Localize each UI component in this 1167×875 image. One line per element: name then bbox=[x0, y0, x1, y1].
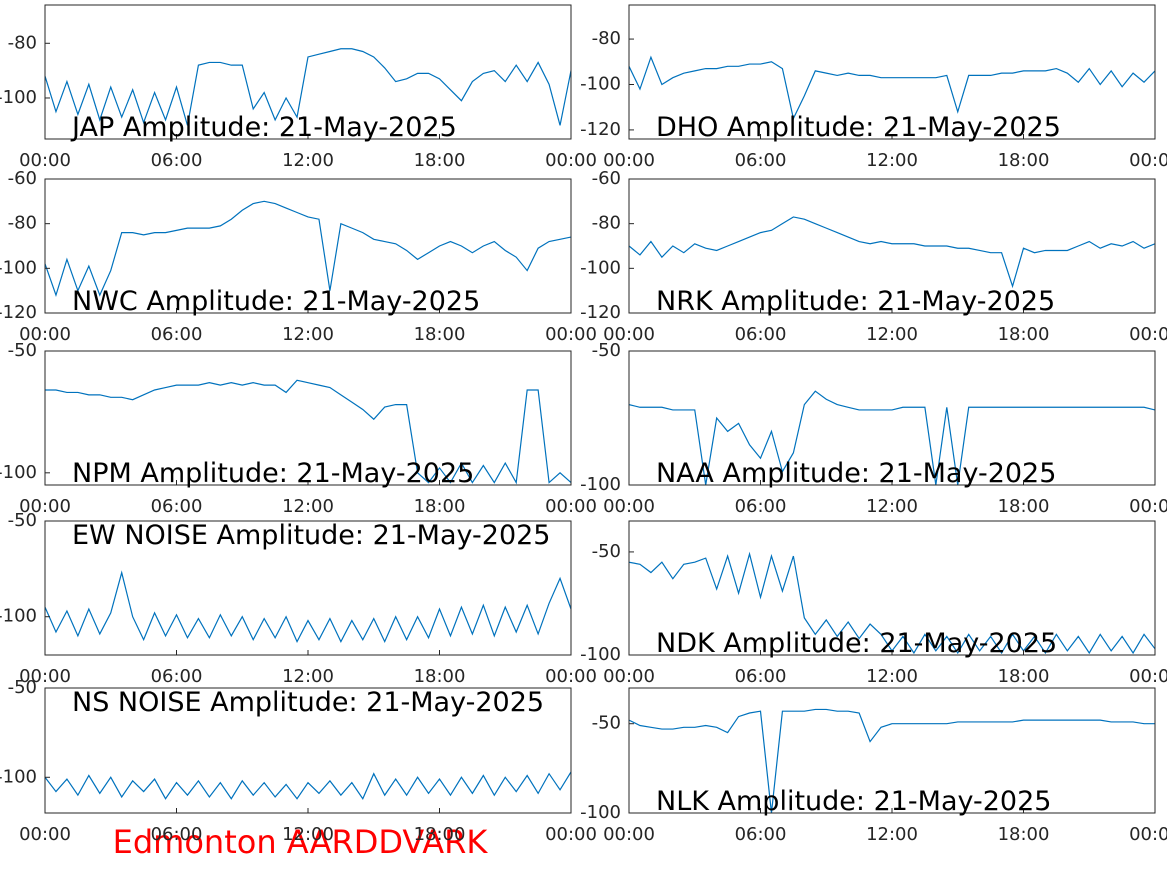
data-line bbox=[629, 55, 1155, 121]
y-tick-label: -50 bbox=[8, 510, 37, 531]
y-tick-label: -60 bbox=[8, 168, 37, 189]
x-tick-label: 12:00 bbox=[282, 666, 334, 687]
panel-title: NWC Amplitude: 21-May-2025 bbox=[72, 286, 480, 317]
data-line bbox=[45, 771, 571, 800]
x-tick-label: 00:00 bbox=[19, 324, 71, 345]
y-tick-label: -50 bbox=[8, 677, 37, 698]
y-tick-label: -100 bbox=[0, 766, 37, 787]
x-tick-label: 06:00 bbox=[151, 324, 203, 345]
y-tick-label: -100 bbox=[0, 257, 37, 278]
data-line bbox=[629, 216, 1155, 289]
y-tick-label: -100 bbox=[0, 87, 37, 108]
x-tick-label: 06:00 bbox=[735, 324, 787, 345]
panel-title: NRK Amplitude: 21-May-2025 bbox=[656, 286, 1055, 317]
x-tick-label: 12:00 bbox=[866, 324, 918, 345]
x-tick-label: 12:00 bbox=[866, 496, 918, 517]
x-tick-label: 06:00 bbox=[735, 666, 787, 687]
x-tick-label: 06:00 bbox=[151, 666, 203, 687]
data-line bbox=[629, 390, 1155, 485]
panel-title: NDK Amplitude: 21-May-2025 bbox=[656, 628, 1057, 659]
x-tick-label: 18:00 bbox=[998, 150, 1050, 171]
y-tick-label: -80 bbox=[592, 213, 621, 234]
x-tick-label: 06:00 bbox=[735, 150, 787, 171]
x-tick-label: 00:00 bbox=[545, 824, 597, 845]
x-tick-label: 00:00 bbox=[545, 324, 597, 345]
x-tick-label: 18:00 bbox=[998, 324, 1050, 345]
y-tick-label: -100 bbox=[580, 644, 621, 665]
x-tick-label: 00:00 bbox=[19, 150, 71, 171]
y-tick-label: -80 bbox=[8, 32, 37, 53]
x-tick-label: 00:00 bbox=[19, 666, 71, 687]
x-tick-label: 06:00 bbox=[151, 496, 203, 517]
y-tick-label: -80 bbox=[8, 213, 37, 234]
x-tick-label: 18:00 bbox=[414, 496, 466, 517]
y-tick-label: -50 bbox=[8, 340, 37, 361]
data-line bbox=[45, 379, 571, 485]
x-tick-label: 00:00 bbox=[545, 666, 597, 687]
y-tick-label: -60 bbox=[592, 168, 621, 189]
y-tick-label: -100 bbox=[580, 802, 621, 823]
y-tick-label: -50 bbox=[592, 713, 621, 734]
x-tick-label: 12:00 bbox=[282, 824, 334, 845]
x-tick-label: 18:00 bbox=[998, 824, 1050, 845]
y-tick-label: -120 bbox=[580, 302, 621, 323]
x-tick-label: 00:00 bbox=[1129, 824, 1167, 845]
x-tick-label: 18:00 bbox=[414, 324, 466, 345]
y-tick-label: -100 bbox=[580, 73, 621, 94]
x-tick-label: 18:00 bbox=[414, 150, 466, 171]
data-line bbox=[45, 48, 571, 126]
x-tick-label: 00:00 bbox=[603, 324, 655, 345]
x-tick-label: 00:00 bbox=[19, 824, 71, 845]
x-tick-label: 00:00 bbox=[545, 496, 597, 517]
panel-title: JAP Amplitude: 21-May-2025 bbox=[70, 112, 457, 143]
x-tick-label: 12:00 bbox=[282, 496, 334, 517]
x-tick-label: 00:00 bbox=[1129, 150, 1167, 171]
y-tick-label: -100 bbox=[580, 257, 621, 278]
x-tick-label: 00:00 bbox=[603, 150, 655, 171]
panel-title: DHO Amplitude: 21-May-2025 bbox=[656, 112, 1061, 143]
panel-title: NAA Amplitude: 21-May-2025 bbox=[656, 458, 1056, 489]
panel-title: NPM Amplitude: 21-May-2025 bbox=[72, 458, 474, 489]
panel-title: NLK Amplitude: 21-May-2025 bbox=[656, 786, 1051, 817]
x-tick-label: 00:00 bbox=[1129, 496, 1167, 517]
x-tick-label: 00:00 bbox=[1129, 666, 1167, 687]
x-tick-label: 00:00 bbox=[603, 824, 655, 845]
x-tick-label: 18:00 bbox=[998, 496, 1050, 517]
x-tick-label: 12:00 bbox=[866, 824, 918, 845]
y-tick-label: -120 bbox=[0, 302, 37, 323]
x-tick-label: 06:00 bbox=[735, 496, 787, 517]
x-tick-label: 00:00 bbox=[603, 496, 655, 517]
data-line bbox=[45, 570, 571, 644]
x-tick-label: 00:00 bbox=[19, 496, 71, 517]
y-tick-label: -120 bbox=[580, 119, 621, 140]
y-tick-label: -100 bbox=[0, 462, 37, 483]
x-tick-label: 12:00 bbox=[866, 666, 918, 687]
y-tick-label: -50 bbox=[592, 340, 621, 361]
x-tick-label: 06:00 bbox=[735, 824, 787, 845]
x-tick-label: 18:00 bbox=[414, 666, 466, 687]
x-tick-label: 06:00 bbox=[151, 150, 203, 171]
x-tick-label: 18:00 bbox=[414, 824, 466, 845]
x-tick-label: 00:00 bbox=[603, 666, 655, 687]
x-tick-label: 12:00 bbox=[866, 150, 918, 171]
x-tick-label: 18:00 bbox=[998, 666, 1050, 687]
y-tick-label: -100 bbox=[0, 606, 37, 627]
x-tick-label: 12:00 bbox=[282, 324, 334, 345]
footer-title: Edmonton AARDDVARK bbox=[113, 823, 489, 861]
y-tick-label: -80 bbox=[592, 28, 621, 49]
panel-title: NS NOISE Amplitude: 21-May-2025 bbox=[72, 687, 544, 718]
data-line bbox=[45, 200, 571, 298]
y-tick-label: -100 bbox=[580, 474, 621, 495]
x-tick-label: 00:00 bbox=[545, 150, 597, 171]
panel-title: EW NOISE Amplitude: 21-May-2025 bbox=[72, 520, 550, 551]
data-line bbox=[629, 708, 1155, 813]
x-tick-label: 00:00 bbox=[1129, 324, 1167, 345]
x-tick-label: 12:00 bbox=[282, 150, 334, 171]
x-tick-label: 06:00 bbox=[151, 824, 203, 845]
y-tick-label: -50 bbox=[592, 541, 621, 562]
